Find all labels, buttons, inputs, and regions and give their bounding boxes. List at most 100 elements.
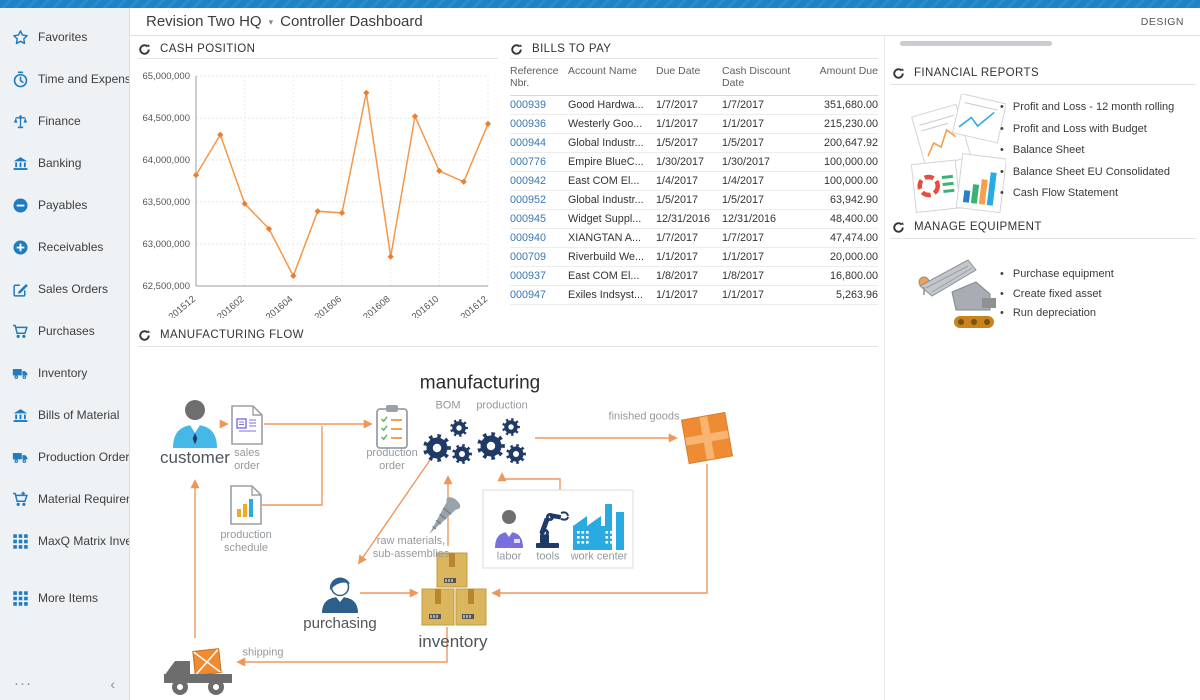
sidebar-item-label: Payables [38,198,88,212]
sales-order-label: sales order [234,446,260,472]
sidebar-item-label: Sales Orders [38,282,109,296]
refresh-icon[interactable] [138,329,151,342]
finished-goods-package-icon [680,411,734,465]
reference-link[interactable]: 000944 [510,133,568,153]
company-menu[interactable]: Revision Two HQ [146,13,262,30]
svg-text:201512: 201512 [167,294,198,318]
table-row[interactable]: 000937 East COM El... 1/8/2017 1/8/2017 16,8… [510,266,878,286]
sidebar-item-payables[interactable]: Payables [0,184,129,226]
work-center-label: work center [570,550,628,563]
table-row[interactable]: 000776 Empire BlueC... 1/30/2017 1/30/2017 1… [510,152,878,172]
cart-plus-icon [12,491,29,508]
table-row[interactable]: 000945 Widget Suppl... 12/31/2016 12/31/201… [510,209,878,229]
sidebar-item-label: Material Requirem... [38,492,129,506]
refresh-icon[interactable] [892,67,905,80]
gears-icon [423,418,526,464]
sidebar-item-time-and-expenses[interactable]: Time and Expenses [0,58,129,100]
report-link[interactable]: Profit and Loss - 12 month rolling [1000,101,1195,123]
sidebar-item-sales-orders[interactable]: Sales Orders [0,268,129,310]
bank-icon [12,407,29,424]
customer-icon [173,400,217,448]
sidebar-item-maxq-matrix-invent[interactable]: MaxQ Matrix Invent... [0,520,129,562]
sidebar-item-label: Inventory [38,366,88,380]
svg-text:201602: 201602 [215,294,246,318]
horizontal-scrollbar[interactable] [900,41,1052,46]
table-row[interactable]: 000939 Good Hardwa... 1/7/2017 1/7/2017 351,… [510,95,878,115]
financial-reports-header: FINANCIAL REPORTS [892,64,1039,82]
inventory-label: inventory [418,631,488,651]
truck-icon [12,449,29,466]
reference-link[interactable]: 000939 [510,95,568,115]
svg-text:65,000,000: 65,000,000 [142,71,190,82]
bom-label: BOM [435,399,461,412]
table-row[interactable]: 000947 Exiles Indsyst... 1/1/2017 1/1/2017 5… [510,285,878,305]
sidebar-item-label: Bills of Material [38,408,120,422]
sidebar-item-bills-of-material[interactable]: Bills of Material [0,394,129,436]
grid-icon [12,533,29,550]
sidebar-item-more-items[interactable]: More Items [0,577,129,619]
refresh-icon[interactable] [138,43,151,56]
svg-text:62,500,000: 62,500,000 [142,281,190,292]
sidebar-item-label: Time and Expenses [38,72,129,86]
table-row[interactable]: 000936 Westerly Goo... 1/1/2017 1/1/2017 215… [510,114,878,134]
sidebar-item-inventory[interactable]: Inventory [0,352,129,394]
report-link[interactable]: Create fixed asset [1000,288,1195,308]
refresh-icon[interactable] [510,43,523,56]
top-accent-bar [0,0,1200,8]
production-order-label: production order [366,446,418,472]
sidebar-item-finance[interactable]: Finance [0,100,129,142]
sidebar-item-banking[interactable]: Banking [0,142,129,184]
report-link[interactable]: Run depreciation [1000,307,1195,327]
table-row[interactable]: 000944 Global Industr... 1/5/2017 1/5/2017 2… [510,133,878,153]
refresh-icon[interactable] [892,221,905,234]
sidebar-item-material-requirem[interactable]: Material Requirem... [0,478,129,520]
labor-icon [495,510,523,548]
column-header[interactable]: Due Date [656,62,722,96]
sidebar-item-receivables[interactable]: Receivables [0,226,129,268]
reference-link[interactable]: 000947 [510,285,568,305]
column-header[interactable]: Cash Discount Date [722,62,802,96]
chevron-down-icon[interactable]: ▾ [268,17,274,27]
sidebar-item-purchases[interactable]: Purchases [0,310,129,352]
tools-icon [536,511,569,548]
reference-link[interactable]: 000709 [510,247,568,267]
table-row[interactable]: 000942 East COM El... 1/4/2017 1/4/2017 100,… [510,171,878,191]
bank-icon [12,155,29,172]
ellipsis-menu-icon[interactable]: ··· [14,675,32,692]
report-link[interactable]: Profit and Loss with Budget [1000,123,1195,145]
reference-link[interactable]: 000952 [510,190,568,210]
table-row[interactable]: 000940 XIANGTAN A... 1/7/2017 1/7/2017 47,47… [510,228,878,248]
reports-collage-image [910,94,1006,214]
column-header[interactable]: Reference Nbr. [510,62,568,96]
panel-title: CASH POSITION [160,43,256,55]
cart-icon [12,323,29,340]
reference-link[interactable]: 000945 [510,209,568,229]
edit-icon [12,281,29,298]
reference-link[interactable]: 000942 [510,171,568,191]
production-label: production [476,399,528,412]
sidebar-item-production-orders[interactable]: Production Orders [0,436,129,478]
column-header[interactable]: Amount Due [802,62,878,96]
reference-link[interactable]: 000936 [510,114,568,134]
sidebar-items: Favorites Time and Expenses Finance Banking… [0,16,129,619]
reference-link[interactable]: 000776 [510,152,568,172]
collapse-sidebar-icon[interactable]: ‹ [110,676,115,692]
manufacturing-flow-diagram: customer sales order production schedule… [150,356,870,700]
panel-title: MANUFACTURING FLOW [160,329,304,341]
financial-report-links: Profit and Loss - 12 month rollingProfit… [1000,101,1195,209]
report-link[interactable]: Balance Sheet EU Consolidated [1000,166,1195,188]
table-row[interactable]: 000952 Global Industr... 1/5/2017 1/5/2017 6… [510,190,878,210]
reference-link[interactable]: 000940 [510,228,568,248]
reference-link[interactable]: 000937 [510,266,568,286]
report-link[interactable]: Purchase equipment [1000,268,1195,288]
scales-icon [12,113,29,130]
design-button[interactable]: DESIGN [1140,15,1184,28]
column-header[interactable]: Account Name [568,62,656,96]
report-link[interactable]: Balance Sheet [1000,144,1195,166]
column-divider [884,36,885,700]
production-schedule-icon [230,485,262,525]
table-row[interactable]: 000709 Riverbuild We... 1/1/2017 1/1/2017 20… [510,247,878,267]
panel-title: BILLS TO PAY [532,43,612,55]
sidebar-item-favorites[interactable]: Favorites [0,16,129,58]
report-link[interactable]: Cash Flow Statement [1000,187,1195,209]
